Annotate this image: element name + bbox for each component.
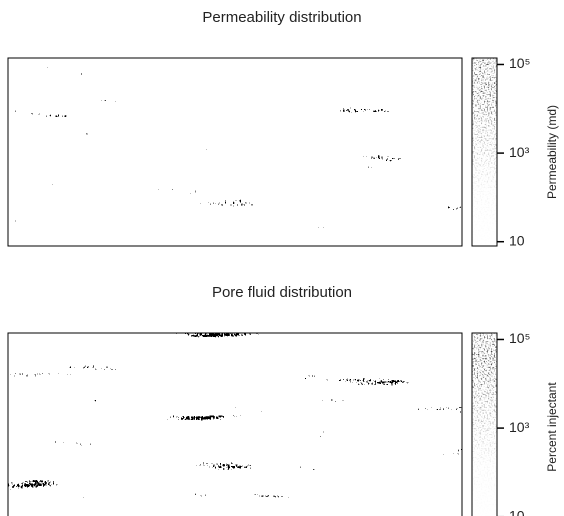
colorbar-tick-label: 10³: [509, 144, 530, 160]
field-border: [7, 332, 463, 516]
colorbar-label: Permeability (md): [545, 105, 559, 199]
colorbar-border: [471, 332, 498, 516]
colorbar-label: Percent injectant: [545, 382, 559, 472]
colorbar: [472, 333, 497, 516]
colorbar-border: [471, 57, 498, 247]
colorbar-tick-label: 10⁵: [509, 55, 530, 71]
colorbar-tick-label: 10⁵: [509, 330, 530, 346]
field-image: [8, 58, 462, 246]
chart-title: Pore fluid distribution: [212, 284, 352, 301]
colorbar: [472, 58, 497, 246]
field-border: [7, 57, 463, 247]
colorbar-tick-label: 10: [509, 507, 525, 516]
chart-title: Permeability distribution: [202, 9, 361, 26]
colorbar-tick-label: 10³: [509, 419, 530, 435]
colorbar-tick-label: 10: [509, 232, 525, 248]
field-image: [8, 333, 462, 516]
